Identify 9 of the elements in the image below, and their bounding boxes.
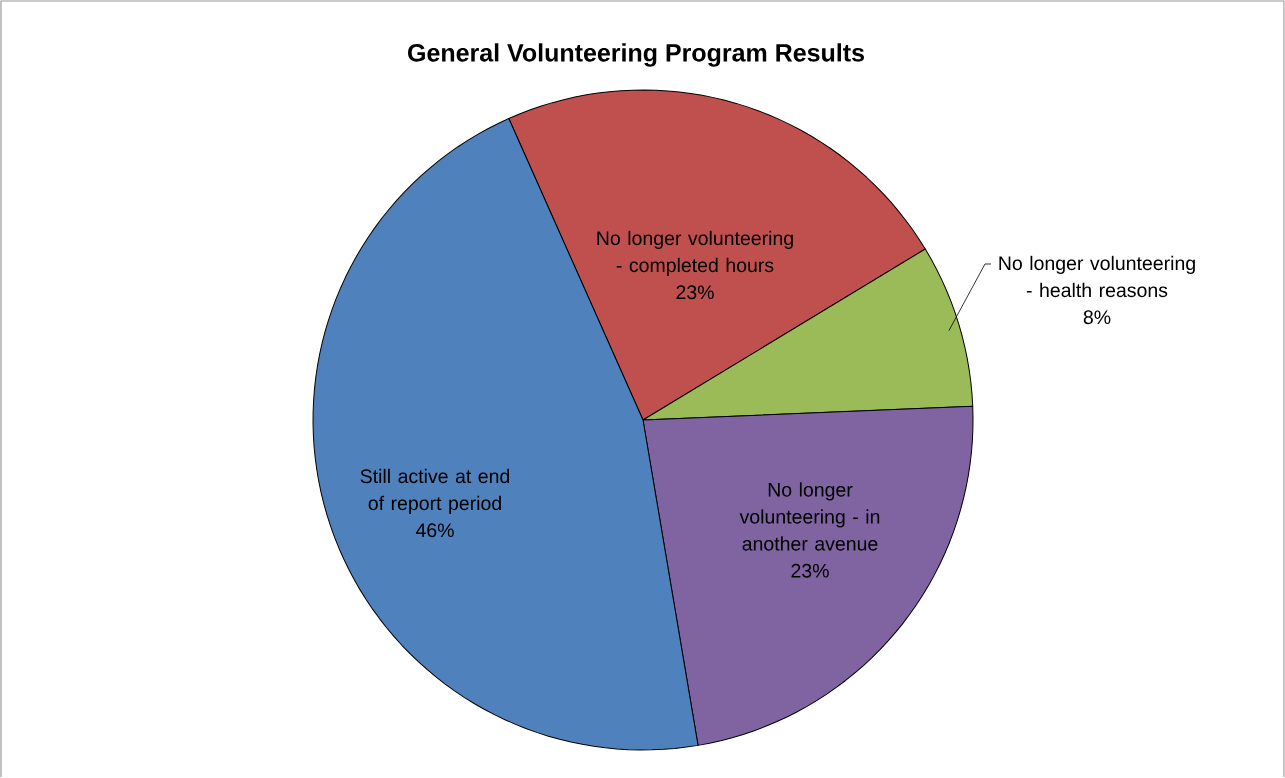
- slice-label: No longer volunteering - health reasons: [999, 256, 1195, 298]
- data-label: 23%: [791, 564, 829, 578]
- slice-label: Still active at end of report period: [360, 469, 510, 515]
- chart-title: General Volunteering Program Results: [408, 43, 864, 67]
- data-label: 23%: [676, 285, 714, 300]
- data-label: 8%: [1083, 310, 1111, 325]
- data-label: 46%: [415, 523, 454, 538]
- slice-label: No longer volunteering - completed hours: [597, 231, 793, 277]
- slice-label: No longer volunteering - in another avenue: [739, 482, 880, 551]
